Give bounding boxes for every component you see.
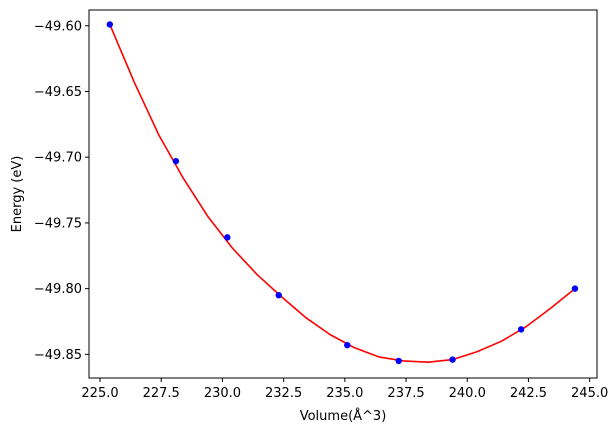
data-point [449, 356, 456, 363]
y-tick-label: −49.85 [34, 348, 82, 363]
y-tick-label: −49.70 [34, 151, 82, 166]
x-tick-label: 225.0 [81, 386, 118, 401]
data-point [571, 285, 579, 292]
y-tick-label: −49.75 [34, 216, 82, 231]
x-tick-label: 242.5 [510, 386, 547, 401]
x-tick-label: 237.5 [387, 386, 424, 401]
data-point [344, 341, 351, 349]
data-point [224, 234, 231, 241]
x-tick-label: 230.0 [204, 386, 241, 401]
x-tick-label: 240.0 [449, 386, 486, 401]
x-axis-label: Volume(Å^3) [300, 408, 387, 424]
x-tick-label: 227.5 [143, 386, 180, 401]
plot-frame [88, 9, 598, 379]
data-point [172, 157, 180, 165]
x-tick-label: 245.0 [571, 386, 608, 401]
y-tick-label: −49.80 [34, 282, 82, 297]
x-axis: 225.0 227.5 230.0 232.5 235.0 237.5 240.0 242.5… [81, 378, 608, 401]
data-point [395, 357, 402, 365]
y-tick-label: −49.65 [34, 85, 82, 100]
data-point [275, 292, 282, 299]
y-axis: −49.85 −49.80 −49.75 −49.70 −49.65 −49.60 [34, 19, 89, 363]
fit-curve [109, 24, 576, 364]
y-axis-label: Energy (eV) [10, 156, 25, 233]
x-tick-label: 232.5 [265, 386, 302, 401]
data-point [106, 21, 114, 28]
data-point [517, 326, 525, 333]
y-tick-label: −49.60 [34, 19, 82, 34]
series-layer [106, 21, 579, 365]
x-tick-label: 235.0 [326, 386, 363, 401]
